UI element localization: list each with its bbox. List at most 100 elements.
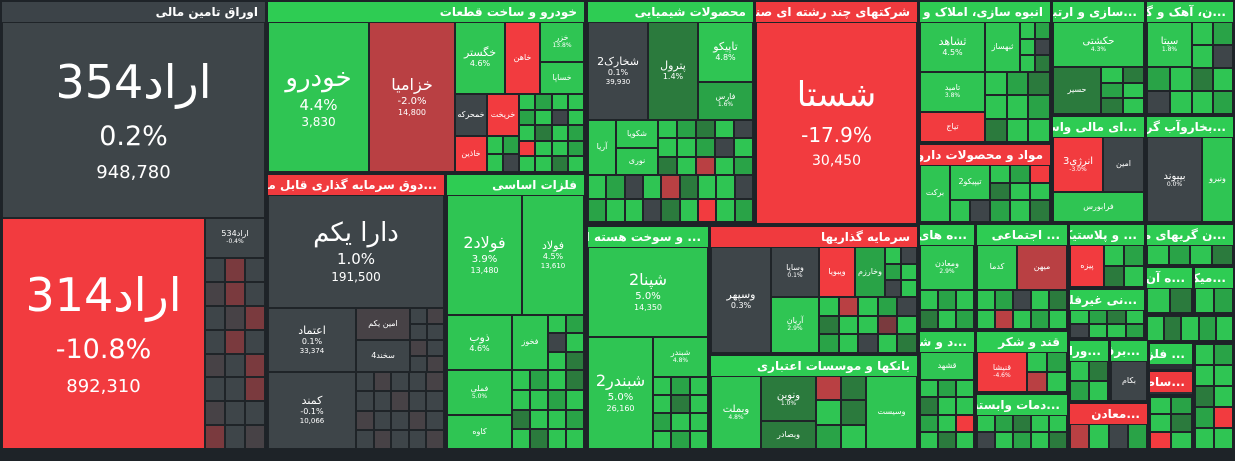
mini-tile[interactable] (1070, 381, 1089, 401)
tile-amin-yekom[interactable]: امین یکم (356, 308, 410, 340)
tile-hesir[interactable]: حسیر (1053, 67, 1101, 114)
mini-tile[interactable] (1104, 266, 1124, 287)
mini-tile[interactable] (1013, 415, 1031, 432)
mini-tile[interactable] (970, 200, 990, 222)
mini-tile[interactable] (1214, 407, 1233, 428)
tile-fulad2[interactable]: فولاد2 3.9% 13,480 (447, 195, 522, 315)
tile-khamhareke[interactable]: خمحرکه (455, 94, 487, 136)
tile-zob[interactable]: ذوب 4.6% (447, 315, 512, 370)
tile-tiaj[interactable]: تیاج (920, 112, 985, 142)
mini-tile[interactable] (530, 389, 548, 410)
mini-tile[interactable] (245, 401, 265, 426)
tile-vkharazm[interactable]: وخارزم (855, 247, 885, 297)
tile-khazar[interactable]: خزر 13.8% (540, 22, 584, 62)
tile-tipiko2[interactable]: تیپیکو2 (950, 165, 990, 200)
mini-tile[interactable] (1013, 309, 1031, 329)
mini-tile[interactable] (225, 401, 245, 426)
mini-tile[interactable] (410, 324, 427, 340)
mini-tile[interactable] (901, 247, 917, 264)
mini-tile[interactable] (1171, 397, 1192, 415)
mini-tile[interactable] (530, 429, 548, 449)
mini-tile[interactable] (658, 138, 677, 157)
mini-tile[interactable] (1214, 386, 1233, 407)
mini-tile[interactable] (679, 198, 698, 222)
mini-tile[interactable] (245, 329, 265, 354)
mini-tile[interactable] (1101, 98, 1123, 114)
mini-tile[interactable] (391, 391, 409, 411)
tile-sakhand[interactable]: سخند4 (356, 340, 410, 372)
mini-tile[interactable] (1049, 415, 1067, 432)
mini-tile[interactable] (677, 138, 696, 157)
mini-tile[interactable] (1013, 432, 1031, 449)
mini-tile[interactable] (816, 424, 841, 449)
mini-tile[interactable] (734, 175, 753, 199)
tile-kharikht[interactable]: خریخت (487, 94, 519, 136)
mini-tile[interactable] (715, 138, 734, 157)
tile-femli[interactable]: فملی 5.0% (447, 370, 512, 415)
mini-tile[interactable] (977, 432, 995, 449)
mini-tile[interactable] (225, 329, 245, 354)
mini-tile[interactable] (653, 431, 672, 449)
mini-tile[interactable] (1010, 200, 1030, 222)
mini-tile[interactable] (566, 370, 584, 390)
tile-khesapa[interactable]: خساپا (540, 62, 584, 94)
tile-arad354[interactable]: اراد354 0.2% 948,780 (2, 22, 265, 218)
mini-tile[interactable] (1049, 309, 1067, 329)
mini-tile[interactable] (1070, 424, 1090, 449)
mini-tile[interactable] (245, 305, 265, 330)
mini-tile[interactable] (985, 118, 1007, 142)
mini-tile[interactable] (1125, 310, 1144, 324)
mini-tile[interactable] (245, 425, 265, 449)
tile-shekharak2[interactable]: شخارک2 0.1% 39,930 (588, 22, 648, 120)
mini-tile[interactable] (1190, 245, 1212, 265)
mini-tile[interactable] (1031, 415, 1049, 432)
mini-tile[interactable] (956, 431, 974, 449)
tile-vasepehr[interactable]: وسپهر 0.3% (711, 247, 771, 353)
tile-barkat[interactable]: برکت (920, 165, 950, 222)
mini-tile[interactable] (567, 156, 584, 172)
mini-tile[interactable] (551, 94, 568, 110)
mini-tile[interactable] (1030, 200, 1050, 222)
mini-tile[interactable] (1108, 424, 1128, 449)
mini-tile[interactable] (1122, 82, 1144, 99)
mini-tile[interactable] (1070, 310, 1089, 324)
mini-tile[interactable] (548, 351, 566, 370)
mini-tile[interactable] (410, 340, 427, 356)
tile-vmaadan[interactable]: ومعادن 2.9% (920, 245, 974, 290)
tile-shepna2[interactable]: شپنا2 5.0% 14,350 (588, 247, 708, 337)
mini-tile[interactable] (427, 356, 444, 372)
mini-tile[interactable] (1010, 165, 1030, 183)
mini-tile[interactable] (841, 376, 866, 401)
mini-tile[interactable] (512, 409, 530, 430)
mini-tile[interactable] (1070, 361, 1089, 381)
mini-tile[interactable] (566, 351, 584, 370)
mini-tile[interactable] (1214, 428, 1233, 449)
mini-tile[interactable] (1171, 414, 1192, 432)
mini-tile[interactable] (956, 414, 974, 432)
mini-tile[interactable] (1215, 316, 1233, 341)
mini-tile[interactable] (551, 109, 568, 126)
tile-noori[interactable]: نوری (616, 148, 658, 175)
mini-tile[interactable] (885, 247, 901, 264)
mini-tile[interactable] (938, 309, 956, 329)
mini-tile[interactable] (920, 431, 938, 449)
mini-tile[interactable] (1198, 316, 1216, 341)
mini-tile[interactable] (1195, 365, 1214, 386)
tile-khodro[interactable]: خودرو 4.4% 3,830 (268, 22, 369, 172)
mini-tile[interactable] (1107, 324, 1126, 338)
mini-tile[interactable] (985, 72, 1007, 96)
mini-tile[interactable] (985, 95, 1007, 119)
mini-tile[interactable] (858, 297, 878, 316)
mini-tile[interactable] (535, 140, 552, 157)
mini-tile[interactable] (1031, 309, 1049, 329)
mini-tile[interactable] (995, 290, 1013, 310)
mini-tile[interactable] (535, 156, 552, 172)
mini-tile[interactable] (427, 308, 444, 324)
mini-tile[interactable] (671, 377, 690, 395)
mini-tile[interactable] (1124, 266, 1144, 287)
mini-tile[interactable] (427, 324, 444, 340)
mini-tile[interactable] (990, 165, 1010, 183)
mini-tile[interactable] (689, 431, 708, 449)
mini-tile[interactable] (715, 120, 734, 139)
mini-tile[interactable] (901, 263, 917, 281)
